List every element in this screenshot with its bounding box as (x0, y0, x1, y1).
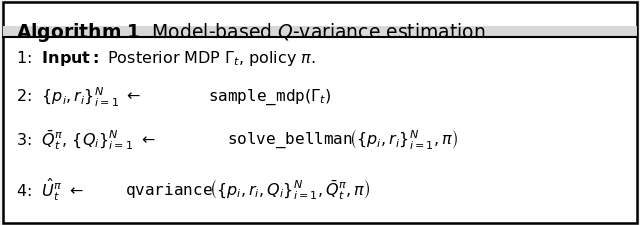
Text: 3:  $\bar{Q}_t^\pi$, $\{Q_i\}_{i=1}^{N}$ $\leftarrow$: 3: $\bar{Q}_t^\pi$, $\{Q_i\}_{i=1}^{N}$ … (16, 128, 156, 151)
Text: $\mathbf{Algorithm\ 1}$  Model-based $Q$-variance estimation: $\mathbf{Algorithm\ 1}$ Model-based $Q$-… (16, 21, 486, 44)
FancyBboxPatch shape (3, 3, 637, 223)
FancyBboxPatch shape (3, 27, 637, 38)
Text: 1:  $\mathbf{Input:}$ Posterior MDP $\Gamma_t$, policy $\pi$.: 1: $\mathbf{Input:}$ Posterior MDP $\Gam… (16, 49, 316, 68)
Text: 4:  $\hat{U}_t^\pi$ $\leftarrow$: 4: $\hat{U}_t^\pi$ $\leftarrow$ (16, 176, 88, 202)
Text: $\mathtt{sample\_mdp}(\Gamma_t)$: $\mathtt{sample\_mdp}(\Gamma_t)$ (208, 87, 332, 106)
Text: $\mathtt{solve\_bellman}\!\left(\{p_i, r_i\}_{i=1}^{N}, \pi\right)$: $\mathtt{solve\_bellman}\!\left(\{p_i, r… (227, 128, 458, 151)
Text: 2:  $\{p_i, r_i\}_{i=1}^{N}$ $\leftarrow$: 2: $\{p_i, r_i\}_{i=1}^{N}$ $\leftarrow$ (16, 85, 145, 108)
Text: $\mathtt{qvariance}\!\left(\{p_i, r_i, Q_i\}_{i=1}^{N}, \bar{Q}_t^\pi, \pi\right: $\mathtt{qvariance}\!\left(\{p_i, r_i, Q… (125, 177, 371, 201)
